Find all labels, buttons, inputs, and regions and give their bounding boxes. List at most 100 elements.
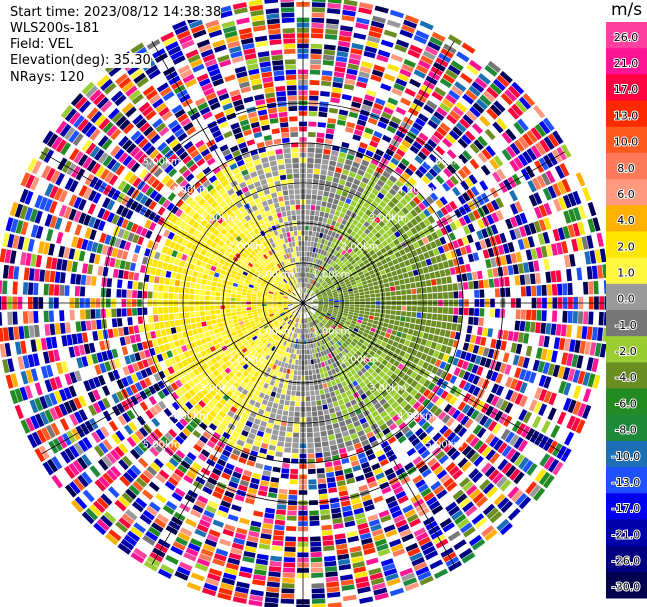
velocity-bin [28, 268, 35, 281]
velocity-bin [205, 251, 212, 258]
velocity-bin [334, 367, 340, 373]
velocity-bin [360, 298, 365, 302]
velocity-bin [344, 78, 356, 86]
velocity-bin [318, 483, 327, 489]
velocity-bin [469, 436, 480, 448]
velocity-bin [422, 199, 431, 208]
velocity-bin [454, 514, 467, 525]
velocity-bin [80, 274, 87, 285]
velocity-bin [274, 519, 285, 526]
velocity-bin [221, 335, 228, 341]
velocity-bin [207, 341, 214, 348]
velocity-bin [409, 78, 421, 88]
velocity-bin [64, 220, 73, 233]
velocity-bin [448, 89, 461, 101]
velocity-bin [257, 348, 263, 354]
velocity-bin [160, 329, 167, 337]
velocity-bin [102, 472, 114, 485]
velocity-bin [236, 329, 242, 334]
velocity-bin [500, 340, 507, 351]
velocity-bin [308, 257, 312, 263]
velocity-bin [325, 330, 330, 336]
velocity-bin [282, 384, 288, 390]
velocity-bin [121, 308, 127, 317]
velocity-bin [226, 285, 233, 290]
velocity-bin [371, 371, 378, 378]
velocity-bin [325, 466, 334, 473]
velocity-bin [312, 353, 316, 359]
velocity-bin [86, 354, 94, 366]
velocity-bin [373, 353, 380, 360]
velocity-bin [410, 218, 418, 226]
velocity-bin [154, 517, 167, 529]
velocity-bin [375, 297, 381, 301]
velocity-bin [418, 59, 431, 70]
velocity-bin [252, 309, 257, 313]
velocity-bin [348, 58, 361, 66]
velocity-bin [315, 282, 320, 288]
velocity-bin [197, 365, 205, 373]
velocity-bin [316, 330, 320, 336]
velocity-bin [296, 604, 310, 607]
velocity-bin [236, 291, 242, 295]
velocity-bin [325, 23, 339, 30]
velocity-bin [431, 366, 439, 375]
velocity-bin [261, 376, 267, 383]
velocity-bin [279, 399, 285, 405]
velocity-bin [295, 317, 298, 323]
velocity-bin [64, 373, 73, 386]
velocity-bin [337, 485, 347, 492]
velocity-bin [385, 385, 393, 393]
velocity-bin [48, 243, 55, 256]
velocity-bin [446, 322, 452, 330]
velocity-bin [371, 346, 378, 353]
velocity-bin [396, 331, 403, 338]
velocity-bin [487, 247, 495, 258]
velocity-bin [468, 174, 478, 185]
velocity-bin [68, 248, 76, 260]
velocity-bin [409, 552, 423, 562]
velocity-bin [390, 157, 400, 166]
velocity-bin [534, 468, 547, 483]
velocity-bin [255, 321, 261, 325]
velocity-bin [350, 278, 356, 283]
velocity-bin [242, 447, 251, 455]
velocity-bin [283, 405, 289, 411]
velocity-bin [468, 308, 474, 316]
velocity-bin [49, 200, 58, 214]
velocity-bin [73, 478, 85, 491]
velocity-bin [352, 380, 359, 387]
velocity-bin [265, 335, 271, 341]
velocity-bin [248, 347, 254, 353]
velocity-bin [138, 324, 145, 333]
velocity-bin [272, 307, 278, 310]
velocity-bin [121, 492, 134, 504]
velocity-bin [350, 230, 357, 237]
velocity-bin [263, 465, 272, 472]
velocity-bin [366, 217, 374, 224]
velocity-bin [73, 196, 82, 209]
velocity-bin [255, 281, 261, 285]
velocity-bin [323, 303, 329, 305]
velocity-bin [146, 240, 154, 249]
velocity-bin [160, 269, 167, 277]
velocity-bin [273, 310, 279, 314]
velocity-bin [388, 241, 396, 249]
velocity-bin [538, 403, 548, 416]
velocity-bin [292, 359, 296, 365]
velocity-bin [215, 305, 220, 310]
velocity-bin [227, 557, 241, 566]
velocity-bin [91, 320, 97, 330]
velocity-bin [145, 435, 156, 446]
velocity-bin [408, 177, 417, 186]
velocity-bin [320, 279, 324, 285]
velocity-bin [214, 486, 225, 495]
velocity-bin [325, 28, 338, 35]
velocity-bin [206, 534, 219, 543]
velocity-bin [404, 278, 410, 284]
velocity-bin [196, 382, 204, 391]
velocity-bin [213, 362, 221, 369]
velocity-bin [165, 328, 172, 336]
velocity-bin [273, 530, 285, 536]
velocity-bin [145, 530, 159, 542]
